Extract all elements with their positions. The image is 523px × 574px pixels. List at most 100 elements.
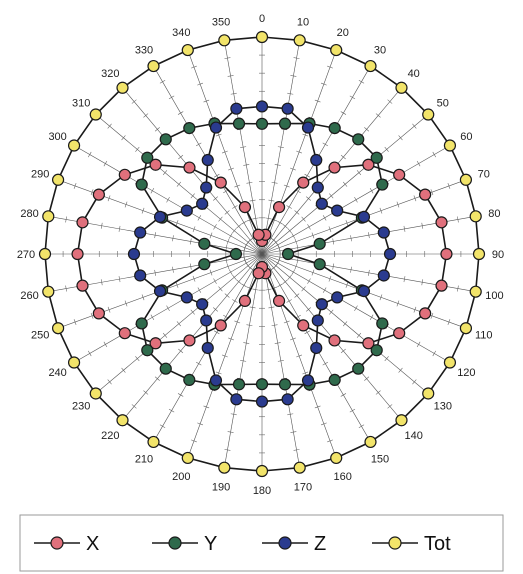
point-x-240: [118, 327, 131, 340]
legend-label-x: X: [86, 533, 99, 555]
spoke-tick: [301, 286, 306, 292]
legend-label-z: Z: [314, 533, 326, 555]
spoke-tick: [379, 207, 383, 214]
point-tot-130: [422, 387, 435, 400]
spoke-tick: [350, 235, 352, 242]
angle-label-40: 40: [408, 68, 420, 80]
point-y-120: [376, 317, 389, 330]
spoke-tick: [320, 422, 327, 426]
angle-label-30: 30: [374, 45, 386, 57]
spoke-tick: [218, 286, 223, 292]
point-tot-170: [293, 461, 306, 474]
point-x-90: [440, 247, 453, 261]
point-x-220: [183, 334, 196, 347]
spoke-tick: [387, 404, 393, 409]
spoke-tick: [243, 164, 250, 166]
point-z-10: [281, 102, 294, 115]
spoke-tick: [274, 342, 281, 344]
spoke-tick: [159, 424, 166, 429]
point-y-30: [328, 121, 341, 135]
spoke-tick: [322, 142, 329, 147]
spoke-tick: [277, 146, 284, 148]
point-y-230: [141, 344, 154, 357]
angle-label-210: 210: [135, 453, 153, 465]
spoke-tick: [412, 379, 417, 385]
spoke-tick: [224, 449, 231, 451]
spoke-tick: [307, 224, 311, 230]
point-y-300: [135, 178, 148, 191]
angle-label-340: 340: [172, 27, 190, 39]
spoke-tick: [304, 173, 310, 178]
spoke-tick: [189, 238, 192, 245]
spoke-tick: [296, 257, 299, 264]
spoke-tick: [177, 111, 184, 115]
spoke-tick: [232, 205, 238, 209]
spoke-tick: [416, 160, 421, 167]
spoke-tick: [268, 306, 275, 309]
point-z-90: [383, 247, 397, 261]
legend-label-y: Y: [204, 533, 217, 555]
point-tot-30: [364, 59, 377, 73]
spoke-tick: [226, 238, 230, 245]
spoke-tick: [447, 319, 451, 325]
spoke-tick: [296, 354, 303, 358]
spoke-tick: [432, 151, 437, 158]
spoke-tick: [350, 266, 352, 273]
spoke-tick: [430, 189, 434, 196]
spoke-tick: [356, 170, 362, 176]
spoke-tick: [225, 244, 228, 251]
spoke-tick: [192, 275, 196, 282]
angle-label-260: 260: [20, 290, 38, 302]
point-tot-20: [330, 43, 343, 57]
angle-label-190: 190: [212, 481, 230, 493]
spoke-tick: [322, 361, 329, 366]
angle-label-80: 80: [488, 208, 500, 220]
point-y-80: [313, 237, 326, 250]
point-z-120: [331, 291, 344, 304]
point-tot-0: [255, 30, 269, 44]
spoke-tick: [178, 348, 184, 354]
spoke-tick: [379, 294, 383, 301]
point-tot-200: [181, 451, 194, 465]
spoke-tick: [166, 197, 170, 203]
spoke-tick: [398, 135, 403, 141]
spoke-tick: [375, 390, 381, 395]
point-x-110: [419, 307, 432, 320]
point-tot-290: [51, 173, 65, 186]
spoke-tick: [224, 293, 230, 298]
spoke-tick: [345, 220, 349, 226]
spoke-tick: [332, 238, 335, 245]
point-tot-250: [51, 322, 65, 335]
legend-marker-x: [50, 536, 64, 550]
spoke-tick: [90, 312, 94, 319]
spoke-tick: [103, 341, 108, 348]
spoke-tick: [176, 181, 182, 187]
angle-label-350: 350: [212, 17, 230, 29]
point-z-330: [201, 153, 214, 167]
spoke-tick: [90, 189, 94, 196]
point-z-80: [377, 226, 390, 239]
spoke-tick: [224, 57, 231, 59]
spoke-tick: [421, 279, 424, 286]
point-z-230: [196, 298, 209, 311]
spoke-tick: [166, 305, 170, 311]
spoke-tick: [189, 263, 192, 270]
spoke-tick: [154, 127, 160, 132]
point-z-40: [311, 181, 324, 194]
spoke-tick: [398, 367, 403, 373]
point-z-250: [153, 285, 167, 298]
point-x-190: [252, 267, 265, 280]
spoke-tick: [413, 195, 417, 202]
angle-label-330: 330: [135, 45, 153, 57]
spoke-tick: [232, 274, 237, 280]
point-x-310: [149, 158, 162, 171]
spoke-tick: [265, 217, 272, 220]
spoke-tick: [228, 337, 234, 341]
angle-label-20: 20: [337, 27, 349, 39]
legend-marker-tot: [388, 536, 402, 550]
spoke-tick: [65, 285, 67, 292]
spoke-tick: [265, 288, 272, 291]
angle-label-290: 290: [31, 168, 49, 180]
spoke-tick: [168, 95, 175, 100]
spoke-tick: [227, 75, 234, 77]
